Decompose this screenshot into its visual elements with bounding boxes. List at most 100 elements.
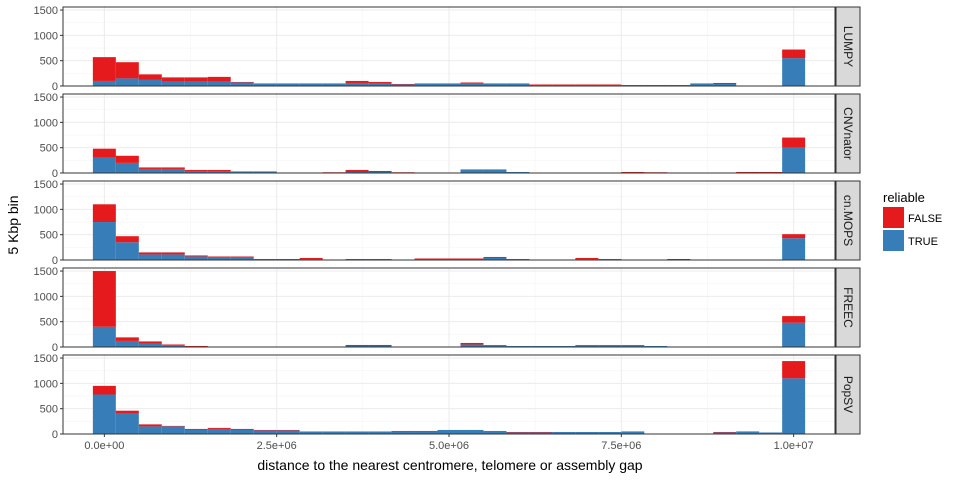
bar-true: [368, 171, 392, 173]
facet-strip-label: CNVnator: [841, 107, 855, 160]
facet-strip-label: PopSV: [841, 376, 855, 413]
bar-true: [276, 430, 300, 434]
bar-true: [345, 431, 369, 434]
bar-true: [161, 426, 185, 434]
facet-panel-freec: 0 500 1000 1500 FREEC: [34, 266, 861, 354]
bar-true: [138, 168, 162, 173]
bar-false: [92, 148, 116, 158]
legend-swatch-false: [883, 207, 904, 228]
bar-true: [460, 169, 484, 173]
bar-false: [782, 49, 806, 59]
bar-true: [437, 429, 461, 434]
bar-false: [253, 171, 277, 172]
bar-false: [759, 171, 783, 173]
bar-false: [437, 258, 461, 259]
bar-false: [345, 169, 369, 172]
bar-true: [598, 431, 622, 434]
bar-true: [483, 169, 507, 173]
bar-true: [161, 168, 185, 173]
bar-true: [92, 394, 116, 434]
bar-false: [598, 84, 622, 85]
bar-true: [506, 171, 530, 173]
bar-true: [552, 431, 576, 434]
bar-true: [207, 81, 231, 86]
facet-strip: [835, 267, 861, 348]
bar-true: [460, 82, 484, 86]
bar-false: [506, 83, 530, 84]
facet-strip-label: LUMPY: [841, 26, 855, 67]
bar-false: [414, 430, 438, 432]
bar-false: [713, 431, 737, 433]
x-tick-label: 7.5e+06: [601, 440, 641, 452]
bar-true: [552, 84, 576, 86]
bar-true: [483, 430, 507, 434]
bar-false: [184, 428, 208, 430]
bar-false: [253, 429, 277, 431]
bar-false: [230, 256, 254, 257]
y-tick-label: 500: [40, 56, 58, 68]
bar-false: [368, 170, 392, 172]
panel-border: [62, 93, 836, 174]
bar-false: [230, 428, 254, 430]
bar-true: [138, 254, 162, 260]
bar-true: [621, 84, 645, 86]
bar-false: [460, 82, 484, 83]
bar-true: [644, 345, 668, 347]
y-tick-label: 1000: [34, 378, 58, 390]
bar-false: [460, 342, 484, 345]
bar-true: [414, 83, 438, 86]
bar-true: [575, 258, 599, 260]
facet-panel-lumpy: 0 500 1000 1500 LUMPY: [34, 5, 861, 93]
bar-false: [161, 77, 185, 82]
bar-true: [437, 83, 461, 86]
legend-swatch-true: [883, 230, 904, 251]
bar-true: [161, 344, 185, 347]
panel-border: [62, 180, 836, 261]
bar-true: [529, 432, 553, 434]
bar-true: [506, 432, 530, 434]
facet-panel-cn-mops: 0 500 1000 1500 cn.MOPS: [34, 179, 861, 267]
bar-true: [345, 258, 369, 260]
bar-false: [161, 344, 185, 345]
bar-true: [598, 258, 622, 260]
facet-strip-label: FREEC: [841, 287, 855, 328]
legend-label-true: TRUE: [908, 236, 938, 248]
bar-true: [690, 83, 714, 86]
bar-true: [253, 258, 277, 260]
bar-true: [575, 344, 599, 347]
bar-true: [230, 429, 254, 434]
x-axis: 0.0e+00 2.5e+06 5.0e+06 7.5e+06 1.0e+07: [84, 434, 814, 452]
bar-false: [184, 169, 208, 171]
bar-true: [184, 170, 208, 173]
bar-false: [138, 167, 162, 169]
bar-false: [552, 84, 576, 85]
bar-true: [161, 81, 185, 86]
bar-true: [391, 431, 415, 434]
bar-false: [276, 429, 300, 431]
x-tick-label: 2.5e+06: [257, 440, 297, 452]
bar-false: [483, 83, 507, 84]
bar-true: [184, 81, 208, 86]
bar-false: [782, 137, 806, 148]
bar-false: [299, 257, 323, 259]
bar-true: [575, 431, 599, 434]
panel-border: [62, 6, 836, 87]
bar-false: [161, 252, 185, 255]
bar-true: [598, 84, 622, 86]
legend-title: reliable: [883, 190, 925, 205]
bar-true: [391, 84, 415, 86]
bar-true: [414, 431, 438, 434]
bar-false: [621, 431, 645, 432]
bar-true: [713, 432, 737, 434]
bar-true: [552, 345, 576, 347]
bar-true: [299, 258, 323, 260]
bar-false: [414, 83, 438, 84]
bar-false: [184, 345, 208, 347]
bar-true: [736, 431, 760, 434]
bar-true: [414, 258, 438, 260]
bar-true: [184, 429, 208, 434]
bar-false: [230, 171, 254, 172]
bar-true: [368, 82, 392, 86]
y-tick-label: 0: [52, 342, 58, 354]
y-tick-label: 500: [40, 317, 58, 329]
